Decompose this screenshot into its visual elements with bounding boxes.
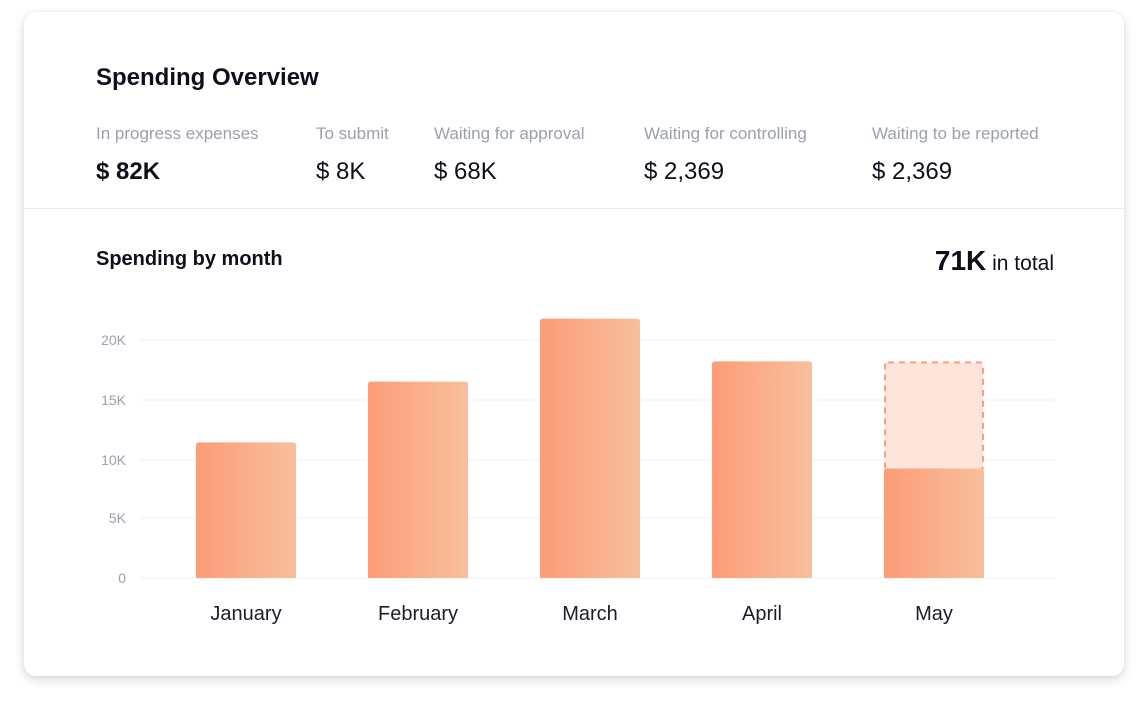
total-value: 71K	[934, 245, 987, 276]
stat-value: $ 82K	[96, 158, 161, 185]
x-tick-label: April	[742, 603, 782, 625]
stat-label: Waiting for approval	[434, 124, 585, 143]
x-tick-label: January	[210, 603, 281, 625]
x-tick-label: March	[562, 603, 618, 625]
x-tick-label: February	[378, 603, 458, 625]
stat-to-submit: To submit $ 8K	[316, 124, 389, 186]
stat-value: $ 68K	[434, 158, 497, 185]
chart-title: Spending by month	[96, 248, 283, 270]
stat-waiting-controlling: Waiting for controlling $ 2,369	[644, 124, 807, 186]
y-tick-label: 0	[118, 570, 126, 586]
stat-waiting-approval: Waiting for approval $ 68K	[434, 124, 585, 186]
stat-label: Waiting to be reported	[872, 124, 1039, 143]
bar-march	[540, 318, 640, 578]
stat-in-progress: In progress expenses $ 82K	[96, 124, 259, 186]
bar-april	[712, 361, 812, 578]
bar-february	[368, 381, 468, 578]
bar-may	[884, 468, 984, 578]
stat-value: $ 8K	[316, 158, 366, 185]
stat-label: In progress expenses	[96, 124, 259, 143]
stat-value: $ 2,369	[872, 158, 953, 185]
bar-january	[196, 442, 296, 578]
y-tick-label: 10K	[101, 452, 127, 468]
total-summary: 71K in total	[935, 245, 1054, 277]
page-title: Spending Overview	[96, 64, 319, 91]
stat-label: To submit	[316, 124, 389, 143]
y-tick-label: 20K	[101, 332, 127, 348]
x-tick-label: May	[915, 603, 953, 625]
projected-bar-may	[884, 361, 984, 471]
stat-value: $ 2,369	[644, 158, 725, 185]
total-suffix: in total	[992, 252, 1054, 275]
divider	[24, 208, 1124, 209]
y-tick-label: 5K	[109, 510, 127, 526]
stat-label: Waiting for controlling	[644, 124, 807, 143]
y-tick-label: 15K	[101, 392, 127, 408]
stat-waiting-reported: Waiting to be reported $ 2,369	[872, 124, 1039, 186]
